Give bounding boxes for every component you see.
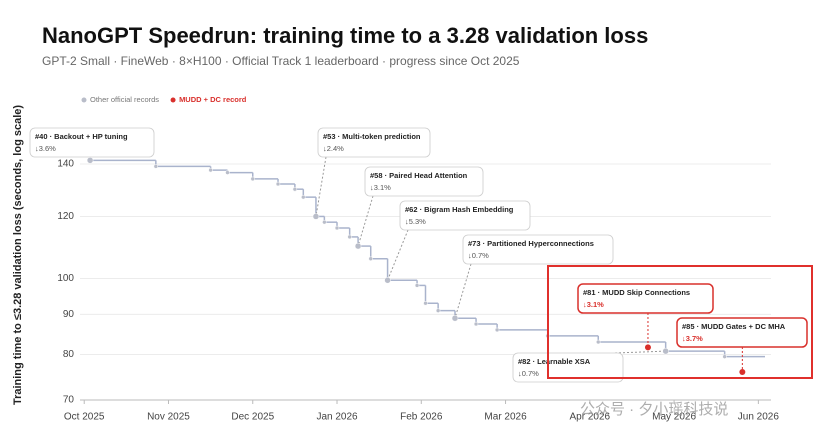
y-axis-label: Training time to ≤3.28 validation loss (… xyxy=(12,105,24,405)
callout-connector xyxy=(454,263,472,319)
record-point xyxy=(384,276,391,284)
x-tick-label: Mar 2026 xyxy=(484,412,527,423)
callout-box xyxy=(29,127,155,158)
watermark: 公众号 · 夕小瑶科技说 xyxy=(580,401,728,418)
y-tick-label: 100 xyxy=(57,273,74,284)
x-tick-label: May 2026 xyxy=(652,412,696,423)
y-tick-label: 80 xyxy=(63,349,75,360)
record-point xyxy=(414,283,420,288)
record-point xyxy=(250,176,255,182)
callout-delta: ↓0.7% xyxy=(468,251,489,260)
y-tick-label: 120 xyxy=(57,211,74,222)
callout-delta: ↓3.6% xyxy=(35,144,56,153)
record-point xyxy=(644,344,651,351)
record-point xyxy=(225,170,230,175)
callout-delta: ↓3.7% xyxy=(682,334,703,343)
x-tick-label: Feb 2026 xyxy=(400,412,443,423)
x-tick-label: Nov 2025 xyxy=(147,412,190,423)
callout-box xyxy=(577,283,714,314)
x-tick-label: Oct 2025 xyxy=(64,412,105,423)
record-point xyxy=(334,225,340,231)
callout-title: #82 · Learnable XSA xyxy=(518,357,591,366)
record-point xyxy=(662,347,669,355)
record-point xyxy=(494,327,500,333)
record-point xyxy=(722,354,727,359)
callout-title: #85 · MUDD Gates + DC MHA xyxy=(682,322,786,331)
x-tick-label: Jun 2026 xyxy=(738,412,780,423)
callout-box xyxy=(462,234,614,265)
legend-label: Other official records xyxy=(90,95,159,104)
x-tick-label: Jan 2026 xyxy=(316,412,358,423)
callout-box xyxy=(512,352,624,383)
callout-title: #53 · Multi-token prediction xyxy=(323,132,421,141)
callout-connector xyxy=(315,156,327,217)
y-tick-label: 140 xyxy=(57,159,74,170)
record-point xyxy=(292,186,298,192)
callout-title: #58 · Paired Head Attention xyxy=(370,171,468,180)
legend-label: MUDD + DC record xyxy=(179,95,247,104)
chart-subtitle: GPT-2 Small · FineWeb · 8×H100 · Officia… xyxy=(42,54,520,68)
record-point xyxy=(435,308,441,313)
record-point xyxy=(322,219,327,225)
record-point xyxy=(423,300,428,306)
callout-delta: ↓3.1% xyxy=(370,183,391,192)
highlight-box xyxy=(547,265,813,379)
callout-connector xyxy=(357,195,374,247)
record-point xyxy=(368,256,373,261)
record-point xyxy=(596,339,601,345)
record-point xyxy=(473,321,479,327)
record-point xyxy=(86,157,94,164)
record-point xyxy=(739,368,746,375)
callout-connector xyxy=(614,350,666,354)
record-point xyxy=(347,234,352,240)
record-point xyxy=(153,164,159,169)
callout-title: #81 · MUDD Skip Connections xyxy=(583,288,690,297)
callout-delta: ↓0.7% xyxy=(518,369,539,378)
record-point xyxy=(275,181,281,187)
legend-marker xyxy=(81,97,87,103)
callout-title: #40 · Backout + HP tuning xyxy=(35,132,128,141)
chart-title: NanoGPT Speedrun: training time to a 3.2… xyxy=(42,23,648,48)
record-point xyxy=(354,242,362,250)
x-tick-label: Dec 2025 xyxy=(231,412,274,423)
callout-connector xyxy=(387,229,409,281)
y-tick-label: 70 xyxy=(63,395,75,406)
record-point xyxy=(301,194,306,200)
record-point xyxy=(312,213,320,220)
callout-title: #73 · Partitioned Hyperconnections xyxy=(468,239,594,248)
legend-marker xyxy=(170,97,176,103)
record-point xyxy=(208,167,213,173)
callout-delta: ↓5.3% xyxy=(405,217,426,226)
callout-box xyxy=(676,317,808,348)
callout-box xyxy=(317,127,431,158)
record-point xyxy=(451,314,459,322)
callout-box xyxy=(399,200,531,231)
callout-delta: ↓2.4% xyxy=(323,144,344,153)
callout-title: #62 · Bigram Hash Embedding xyxy=(405,205,514,214)
y-tick-label: 90 xyxy=(63,309,75,320)
x-tick-label: Apr 2026 xyxy=(570,412,611,423)
callout-delta: ↓3.1% xyxy=(583,300,604,309)
callout-box xyxy=(364,166,484,197)
